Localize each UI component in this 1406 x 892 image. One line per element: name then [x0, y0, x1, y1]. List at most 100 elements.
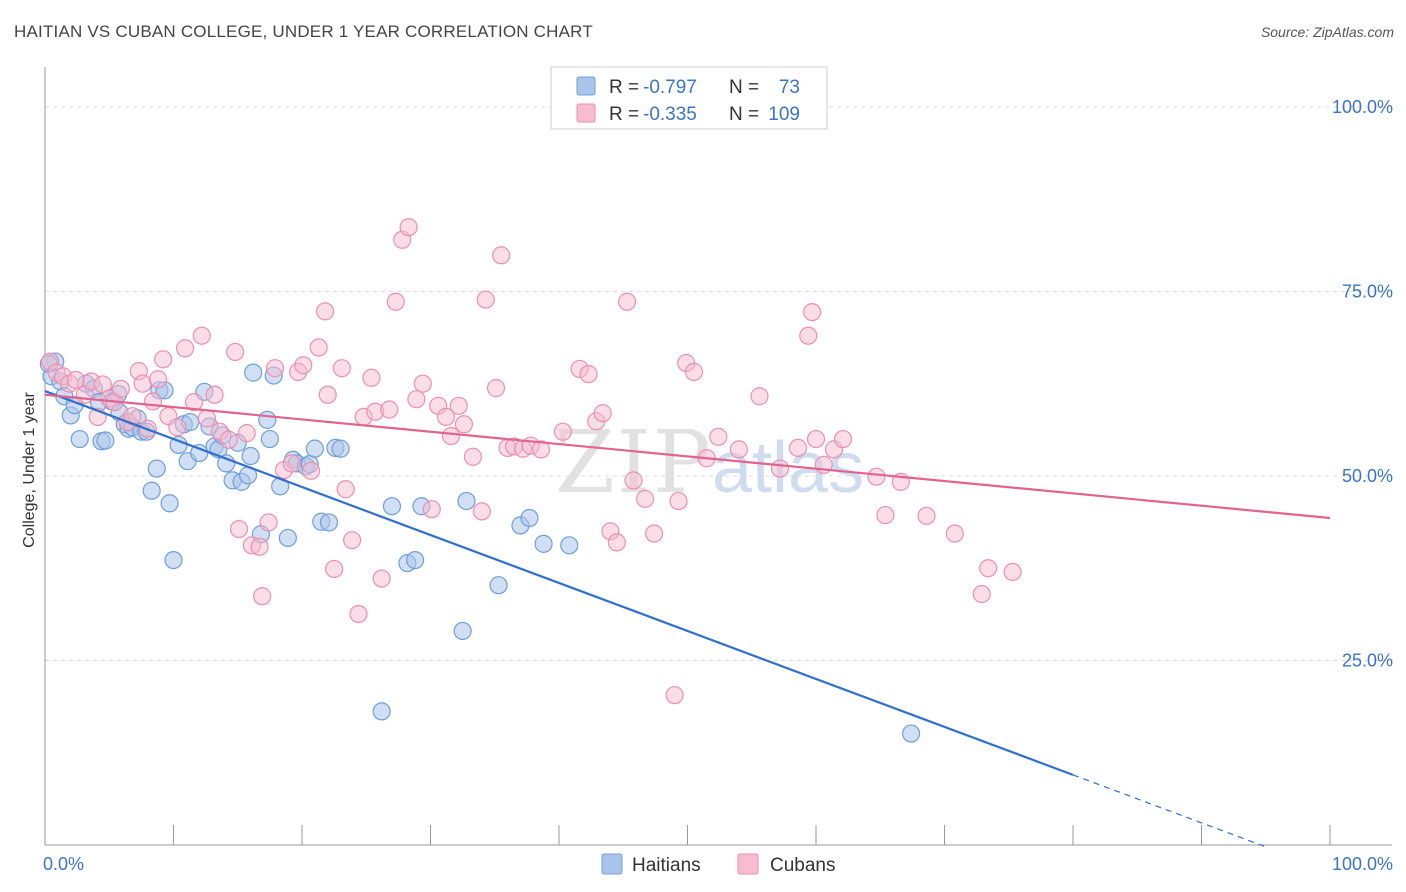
- cubans-point: [972, 584, 991, 604]
- legend-n-value-1: 73: [779, 77, 800, 98]
- haitians-point: [305, 439, 324, 458]
- cubans-point: [917, 506, 936, 525]
- haitians-point: [534, 534, 553, 553]
- cubans-point: [531, 440, 551, 459]
- cubans-point: [472, 502, 491, 521]
- y-tick-label: 25.0%: [1342, 650, 1393, 670]
- trend-lines: [44, 390, 1331, 848]
- cubans-point: [259, 513, 278, 532]
- haitians-point: [489, 576, 508, 595]
- axes: [44, 67, 1392, 846]
- correlation-legend: R = -0.797 N = 73 R = -0.335 N = 109: [550, 66, 828, 130]
- cubans-point: [143, 392, 163, 411]
- cubans-point: [441, 426, 461, 446]
- x-tick-labels: 0.0% 100.0%: [43, 854, 1393, 874]
- bottom-legend-haitians: Haitians: [632, 855, 701, 876]
- haitians-point: [901, 724, 921, 743]
- haitians-trend-line: [44, 390, 1074, 776]
- y-tick-label: 100.0%: [1332, 97, 1393, 117]
- cubans-point: [618, 292, 637, 311]
- cubans-point: [454, 415, 474, 434]
- cubans-point: [362, 368, 381, 387]
- chart-title: HAITIAN VS CUBAN COLLEGE, UNDER 1 YEAR C…: [14, 22, 593, 41]
- cubans-point: [684, 362, 704, 381]
- cubans-point: [294, 356, 313, 375]
- cubans-point: [979, 559, 998, 578]
- haitians-trend-extension: [1072, 774, 1266, 848]
- haitians-point: [453, 621, 472, 641]
- cubans-point: [154, 350, 173, 369]
- cubans-point: [644, 524, 664, 543]
- cubans-point: [709, 427, 728, 446]
- haitians-point: [560, 536, 579, 555]
- cubans-point: [343, 531, 362, 550]
- cubans-point: [492, 246, 511, 265]
- cubans-point: [386, 292, 405, 311]
- cubans-point: [407, 390, 426, 409]
- cubans-point: [1003, 562, 1022, 582]
- cubans-point: [729, 440, 749, 459]
- haitians-point: [147, 459, 166, 478]
- cubans-point: [553, 422, 572, 441]
- haitians-point: [142, 481, 161, 500]
- bottom-legend-swatch-haitians: [601, 853, 623, 875]
- haitians-point: [96, 431, 115, 450]
- cubans-point: [665, 686, 684, 705]
- bottom-legend-cubans: Cubans: [770, 855, 836, 876]
- cubans-point: [192, 326, 211, 345]
- cubans-point: [219, 430, 238, 449]
- cubans-point: [133, 374, 152, 393]
- cubans-point: [436, 407, 456, 427]
- cubans-point: [593, 404, 612, 423]
- cubans-point: [422, 500, 441, 519]
- cubans-point: [624, 471, 643, 490]
- cubans-point: [205, 385, 224, 404]
- cubans-point: [380, 400, 399, 419]
- legend-r-value-2: -0.335: [643, 104, 697, 125]
- haitians-point: [382, 497, 402, 516]
- haitians-point: [164, 550, 183, 570]
- x-tick-label: 0.0%: [43, 854, 84, 874]
- bottom-legend-swatch-cubans: [737, 853, 759, 875]
- legend-n-label-2: N =: [729, 104, 759, 125]
- cubans-point: [318, 385, 337, 404]
- cubans-point: [607, 533, 626, 552]
- svg-text:ZIP: ZIP: [555, 413, 713, 513]
- cubans-point: [372, 569, 391, 588]
- cubans-point: [301, 461, 321, 480]
- legend-n-value-2: 109: [768, 104, 800, 125]
- cubans-point: [265, 359, 285, 378]
- cubans-point: [486, 379, 506, 398]
- cubans-point: [197, 409, 217, 428]
- cubans-point: [336, 480, 355, 499]
- legend-r-label-1: R =: [609, 77, 639, 98]
- cubans-point: [309, 338, 328, 357]
- cubans-point: [237, 424, 256, 443]
- x-tick-label: 100.0%: [1332, 854, 1393, 874]
- cubans-point: [867, 467, 886, 486]
- cubans-point: [803, 302, 822, 322]
- y-tick-labels: 25.0% 50.0% 75.0% 100.0%: [1332, 97, 1393, 671]
- haitians-point: [457, 491, 476, 511]
- legend-r-label-2: R =: [609, 104, 639, 125]
- legend-swatch-haitians: [576, 76, 596, 96]
- y-tick-label: 50.0%: [1342, 466, 1393, 486]
- series-legend: Haitians Cubans: [601, 853, 836, 876]
- haitians-point: [278, 528, 297, 548]
- haitians-point: [372, 702, 391, 721]
- haitians-point: [331, 439, 350, 458]
- cubans-trend-line: [44, 393, 1331, 520]
- legend-swatch-cubans: [576, 103, 596, 123]
- cubans-point: [635, 489, 655, 508]
- haitians-point: [319, 513, 339, 532]
- cubans-point: [413, 374, 432, 393]
- cubans-point: [788, 438, 808, 458]
- cubans-point: [876, 505, 895, 525]
- haitians-point: [520, 508, 539, 528]
- cubans-point: [148, 370, 168, 389]
- haitians-point: [244, 363, 263, 382]
- haitians-point: [190, 443, 209, 463]
- cubans-point: [476, 290, 495, 309]
- cubans-point: [463, 447, 483, 466]
